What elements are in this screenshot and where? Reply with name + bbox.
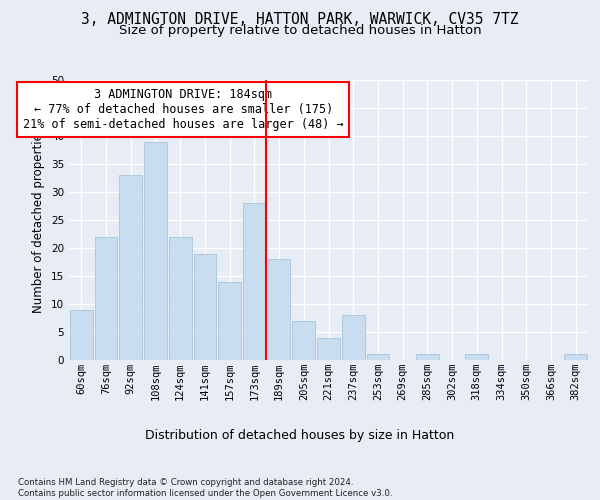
Bar (342, 315, 365, 360)
Bar (416, 354, 439, 360)
Bar (317, 338, 340, 360)
Text: 3 ADMINGTON DRIVE: 184sqm
← 77% of detached houses are smaller (175)
21% of semi: 3 ADMINGTON DRIVE: 184sqm ← 77% of detac… (23, 88, 343, 132)
Bar (119, 175, 142, 360)
Text: 3, ADMINGTON DRIVE, HATTON PARK, WARWICK, CV35 7TZ: 3, ADMINGTON DRIVE, HATTON PARK, WARWICK… (81, 12, 519, 28)
Text: Size of property relative to detached houses in Hatton: Size of property relative to detached ho… (119, 24, 481, 37)
Bar (169, 237, 191, 360)
Bar (268, 259, 290, 360)
Bar (144, 142, 167, 360)
Text: Distribution of detached houses by size in Hatton: Distribution of detached houses by size … (145, 428, 455, 442)
Bar (292, 321, 315, 360)
Bar (218, 282, 241, 360)
Text: Contains HM Land Registry data © Crown copyright and database right 2024.
Contai: Contains HM Land Registry data © Crown c… (18, 478, 392, 498)
Bar (194, 254, 216, 360)
Bar (70, 310, 93, 360)
Bar (95, 237, 118, 360)
Bar (466, 354, 488, 360)
Bar (243, 203, 266, 360)
Bar (367, 354, 389, 360)
Bar (564, 354, 587, 360)
Y-axis label: Number of detached properties: Number of detached properties (32, 127, 46, 313)
